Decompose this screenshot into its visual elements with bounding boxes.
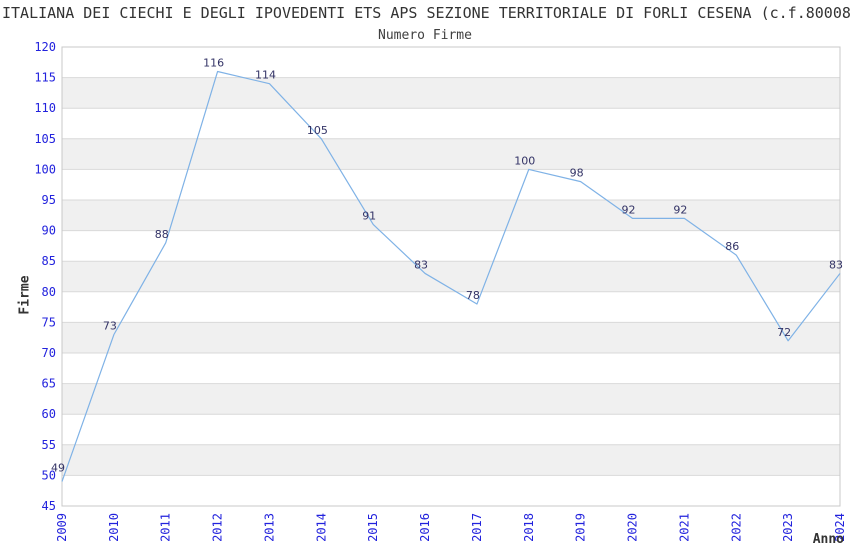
grid-band	[62, 77, 840, 109]
y-tick-label: 50	[42, 468, 56, 482]
data-point-label: 83	[414, 258, 428, 271]
data-point-label: 91	[362, 209, 376, 222]
y-tick-label: 90	[42, 224, 56, 238]
data-point-label: 73	[103, 320, 117, 333]
y-tick-label: 80	[42, 285, 56, 299]
data-point-label: 116	[203, 56, 224, 69]
x-tick-label: 2019	[574, 513, 588, 542]
y-tick-label: 85	[42, 254, 56, 268]
y-tick-label: 95	[42, 193, 56, 207]
x-tick-label: 2021	[677, 513, 691, 542]
data-point-label: 86	[725, 240, 739, 253]
grid-band	[62, 200, 840, 231]
data-point-label: 83	[829, 258, 843, 271]
y-tick-label: 45	[42, 499, 56, 513]
grid-band	[62, 322, 840, 353]
plot-border	[61, 46, 841, 507]
x-tick-label: 2010	[107, 513, 121, 542]
grid-band	[62, 108, 840, 139]
x-tick-label: 2016	[418, 513, 432, 542]
grid-band	[62, 353, 840, 384]
data-point-label: 72	[777, 326, 791, 339]
x-tick-label: 2023	[781, 513, 795, 542]
y-tick-label: 55	[42, 438, 56, 452]
grid-band	[62, 230, 840, 262]
y-tick-label: 115	[34, 71, 56, 85]
x-tick-label: 2015	[366, 513, 380, 542]
grid-band	[62, 414, 840, 445]
data-point-label: 92	[673, 203, 687, 216]
x-tick-label: 2013	[262, 513, 276, 542]
grid-band	[62, 138, 840, 170]
grid-band	[62, 47, 840, 78]
data-point-label: 98	[570, 167, 584, 180]
y-tick-label: 120	[34, 40, 56, 54]
grid-band	[62, 475, 840, 506]
x-axis-title: Anno	[812, 532, 844, 547]
x-tick-label: 2017	[470, 513, 484, 542]
x-tick-label: 2012	[211, 513, 225, 542]
x-tick-label: 2018	[522, 513, 536, 542]
y-tick-label: 110	[34, 101, 56, 115]
x-tick-label: 2009	[55, 513, 69, 542]
data-point-label: 105	[307, 124, 328, 137]
data-point-label: 100	[514, 154, 535, 167]
data-point-label: 92	[622, 203, 636, 216]
x-tick-label: 2011	[159, 513, 173, 542]
y-tick-label: 60	[42, 407, 56, 421]
y-tick-label: 75	[42, 315, 56, 329]
data-point-label: 114	[255, 69, 276, 82]
x-tick-label: 2024	[833, 513, 847, 542]
y-tick-label: 70	[42, 346, 56, 360]
chart-subtitle: Numero Firme	[378, 28, 472, 43]
grid-band	[62, 261, 840, 292]
y-tick-label: 105	[34, 132, 56, 146]
grid-band	[62, 169, 840, 200]
grid-band	[62, 444, 840, 476]
series-line	[61, 70, 841, 482]
chart-title: ITALIANA DEI CIECHI E DEGLI IPOVEDENTI E…	[2, 4, 850, 22]
y-tick-label: 100	[34, 162, 56, 176]
x-tick-label: 2014	[314, 513, 328, 542]
x-tick-label: 2020	[626, 513, 640, 542]
data-point-label: 49	[51, 462, 65, 475]
y-tick-label: 65	[42, 377, 56, 391]
grid-band	[62, 383, 840, 415]
x-tick-label: 2022	[729, 513, 743, 542]
data-point-label: 88	[155, 228, 169, 241]
data-point-label: 78	[466, 289, 480, 302]
grid-band	[62, 291, 840, 323]
